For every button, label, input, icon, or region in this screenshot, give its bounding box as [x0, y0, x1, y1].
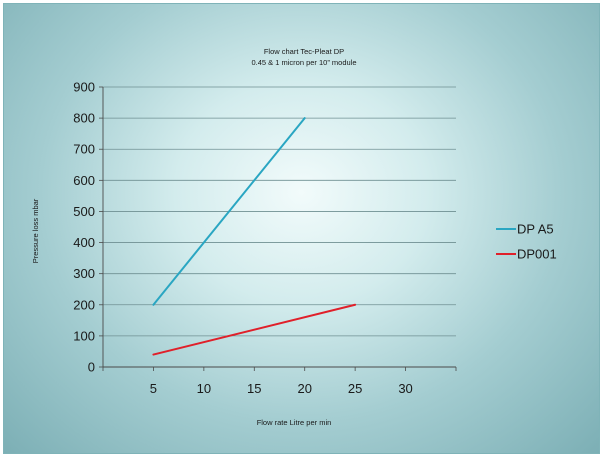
chart-area: Flow chart Tec-Pleat DP 0.45 & 1 micron … — [3, 3, 600, 454]
x-axis-label: Flow rate Litre per min — [257, 418, 332, 427]
y-tick-label: 500 — [73, 204, 95, 219]
y-tick-label: 0 — [88, 360, 95, 375]
x-tick-label: 15 — [247, 381, 261, 396]
y-tick-label: 300 — [73, 266, 95, 281]
y-tick-label: 700 — [73, 142, 95, 157]
chart-title-line-2: 0.45 & 1 micron per 10” module — [251, 58, 356, 67]
x-tick-labels: 5 10 15 20 25 30 — [150, 381, 413, 396]
legend-label: DP001 — [517, 247, 557, 262]
x-tick-label: 5 — [150, 381, 157, 396]
series-lines — [152, 117, 357, 356]
y-axis-label: Pressure loss mbar — [31, 198, 40, 263]
legend-label: DP A5 — [517, 222, 554, 237]
legend: DP A5 DP001 — [496, 222, 557, 262]
gridlines — [103, 86, 456, 337]
y-tick-label: 100 — [73, 328, 95, 343]
legend-item: DP A5 — [496, 222, 554, 237]
axes — [99, 86, 457, 371]
legend-item: DP001 — [496, 247, 557, 262]
x-tick-label: 20 — [297, 381, 311, 396]
chart-title: Flow chart Tec-Pleat DP 0.45 & 1 micron … — [251, 47, 356, 67]
y-tick-label: 900 — [73, 80, 95, 95]
y-tick-label: 800 — [73, 111, 95, 126]
series-line-dp001 — [152, 303, 357, 356]
y-tick-label: 600 — [73, 173, 95, 188]
chart-svg: Flow chart Tec-Pleat DP 0.45 & 1 micron … — [31, 47, 557, 427]
x-tick-label: 30 — [398, 381, 412, 396]
x-tick-label: 10 — [197, 381, 211, 396]
y-tick-label: 400 — [73, 235, 95, 250]
series-line-dp-a5 — [152, 117, 306, 306]
chart-title-line-1: Flow chart Tec-Pleat DP — [264, 47, 344, 56]
y-tick-label: 200 — [73, 297, 95, 312]
x-tick-label: 25 — [348, 381, 362, 396]
y-tick-labels: 0 100 200 300 400 500 600 700 800 900 — [73, 80, 95, 375]
